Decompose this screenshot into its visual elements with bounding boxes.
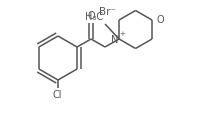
Text: O: O	[87, 11, 95, 21]
Text: Br⁻: Br⁻	[99, 7, 116, 17]
Text: Cl: Cl	[52, 90, 62, 100]
Text: O: O	[157, 15, 165, 25]
Text: H₃C: H₃C	[85, 12, 103, 22]
Text: N: N	[111, 35, 119, 45]
Text: +: +	[119, 31, 125, 37]
